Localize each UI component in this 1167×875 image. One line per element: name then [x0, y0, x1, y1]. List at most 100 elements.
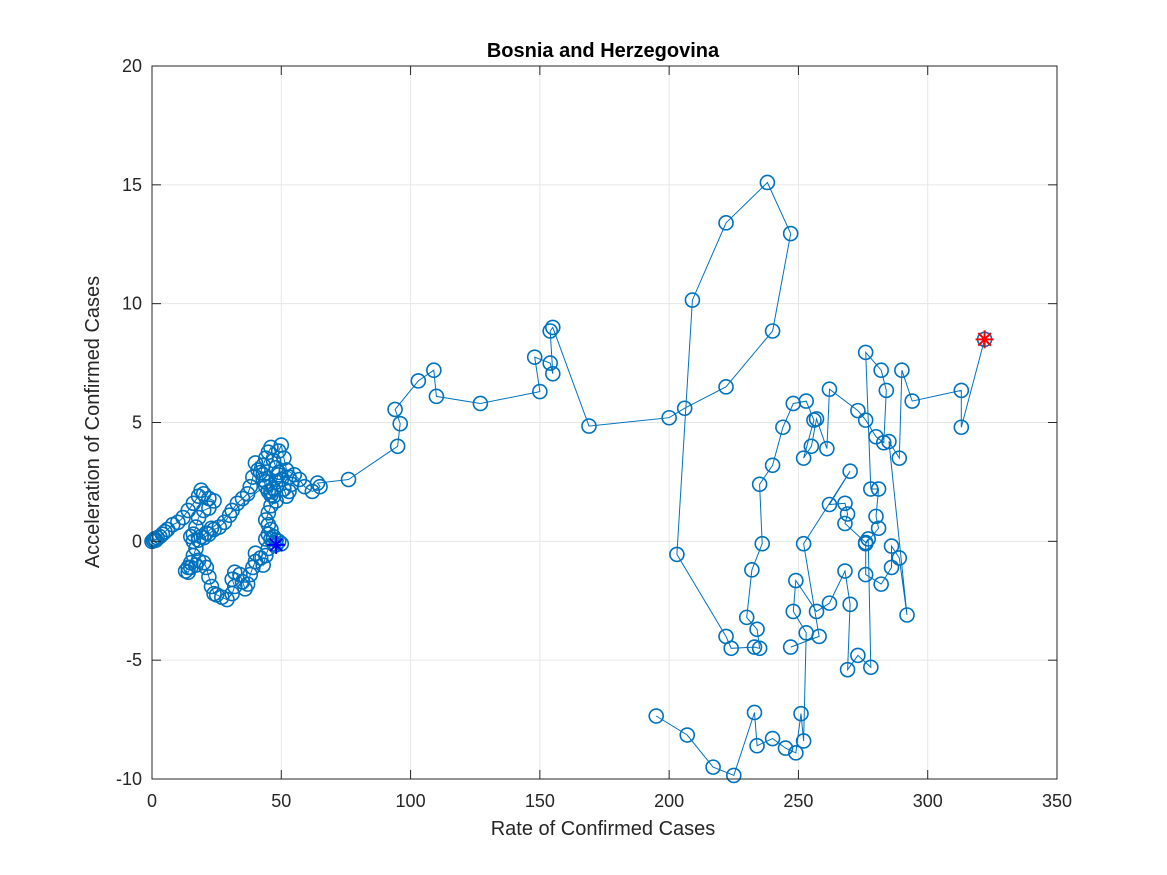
y-tick-label: 0 — [132, 531, 142, 551]
data-point — [581, 418, 597, 434]
x-tick-label: 250 — [783, 791, 813, 811]
data-point — [857, 412, 874, 428]
data-point — [837, 495, 853, 512]
chart-title: Bosnia and Herzegovina — [487, 40, 720, 62]
y-tick-label: 10 — [122, 294, 142, 314]
data-point — [723, 640, 740, 657]
data-point — [870, 520, 887, 537]
data-point — [392, 415, 409, 432]
data-point — [821, 381, 838, 398]
data-point — [883, 559, 900, 576]
data-point — [749, 621, 765, 638]
data-point — [764, 730, 781, 747]
data-point — [857, 534, 874, 551]
grid-lines — [151, 65, 1058, 780]
data-point — [526, 349, 543, 365]
data-point — [263, 487, 279, 503]
data-point — [842, 463, 858, 480]
axis-ticks: 0 50 100 150 200 250 300 350 -10 -5 0 5 10 15 20 — [116, 56, 1072, 811]
data-point — [304, 483, 321, 500]
end-marker — [975, 330, 994, 349]
data-point — [278, 462, 295, 478]
data-point — [286, 466, 303, 483]
data-point — [255, 466, 271, 483]
data-point — [242, 478, 259, 495]
data-point — [863, 481, 879, 497]
data-point — [744, 562, 760, 578]
data-point — [340, 471, 357, 488]
data-point — [219, 591, 235, 608]
data-point — [782, 639, 799, 655]
data-point — [387, 401, 403, 418]
y-tick-label: 5 — [132, 413, 142, 433]
y-axis-label: Acceleration of Confirmed Cases — [82, 276, 104, 568]
data-point — [881, 433, 897, 450]
data-point — [842, 596, 858, 613]
data-point — [309, 475, 326, 491]
data-point — [795, 733, 812, 749]
data-point — [203, 520, 220, 537]
data-point — [389, 438, 406, 455]
data-point — [276, 450, 292, 466]
data-point — [837, 563, 853, 579]
data-point — [857, 344, 874, 361]
data-point — [718, 379, 734, 395]
data-point — [821, 496, 838, 513]
x-axis-label: Rate of Confirmed Cases — [491, 818, 716, 840]
data-point — [819, 440, 835, 457]
data-point — [679, 727, 696, 743]
end-marker-d2 — [977, 332, 992, 347]
data-point — [873, 576, 889, 592]
data-point — [154, 526, 171, 543]
data-point — [426, 362, 442, 379]
data-point — [203, 578, 220, 595]
data-point — [863, 659, 879, 676]
data-point — [754, 535, 771, 552]
data-point — [190, 509, 207, 526]
data-point — [684, 292, 701, 308]
x-tick-label: 350 — [1042, 791, 1072, 811]
data-point — [193, 528, 209, 545]
data-point — [216, 514, 233, 531]
data-point — [891, 450, 908, 466]
data-point — [749, 737, 765, 754]
x-tick-label: 0 — [147, 791, 157, 811]
data-point — [793, 705, 809, 722]
x-tick-label: 150 — [525, 791, 555, 811]
data-point — [751, 640, 768, 657]
data-point — [811, 628, 827, 645]
data-point — [798, 393, 814, 409]
data-point — [542, 323, 559, 339]
data-point — [242, 566, 259, 583]
data-point — [198, 525, 215, 541]
data-point — [532, 383, 548, 400]
data-point — [239, 485, 256, 502]
data-point — [777, 740, 794, 756]
data-point — [788, 572, 804, 589]
data-point — [759, 174, 776, 191]
data-point — [410, 373, 427, 389]
data-point — [837, 515, 853, 532]
x-tick-label: 200 — [654, 791, 684, 811]
plot-series — [144, 174, 993, 784]
data-point — [738, 609, 755, 626]
data-point — [808, 411, 825, 427]
data-point — [234, 490, 251, 507]
data-point — [544, 319, 561, 336]
x-tick-label: 100 — [396, 791, 426, 811]
data-point — [850, 402, 866, 419]
y-tick-label: 15 — [122, 175, 142, 195]
data-point — [428, 388, 445, 405]
special-markers — [267, 330, 994, 554]
data-point — [195, 485, 212, 502]
data-point — [270, 466, 287, 483]
data-point — [705, 759, 721, 775]
y-tick-label: -5 — [126, 650, 142, 670]
data-point — [661, 409, 677, 426]
data-point — [201, 569, 217, 585]
series-line — [655, 470, 872, 777]
data-point — [718, 215, 734, 231]
data-point — [751, 476, 768, 493]
